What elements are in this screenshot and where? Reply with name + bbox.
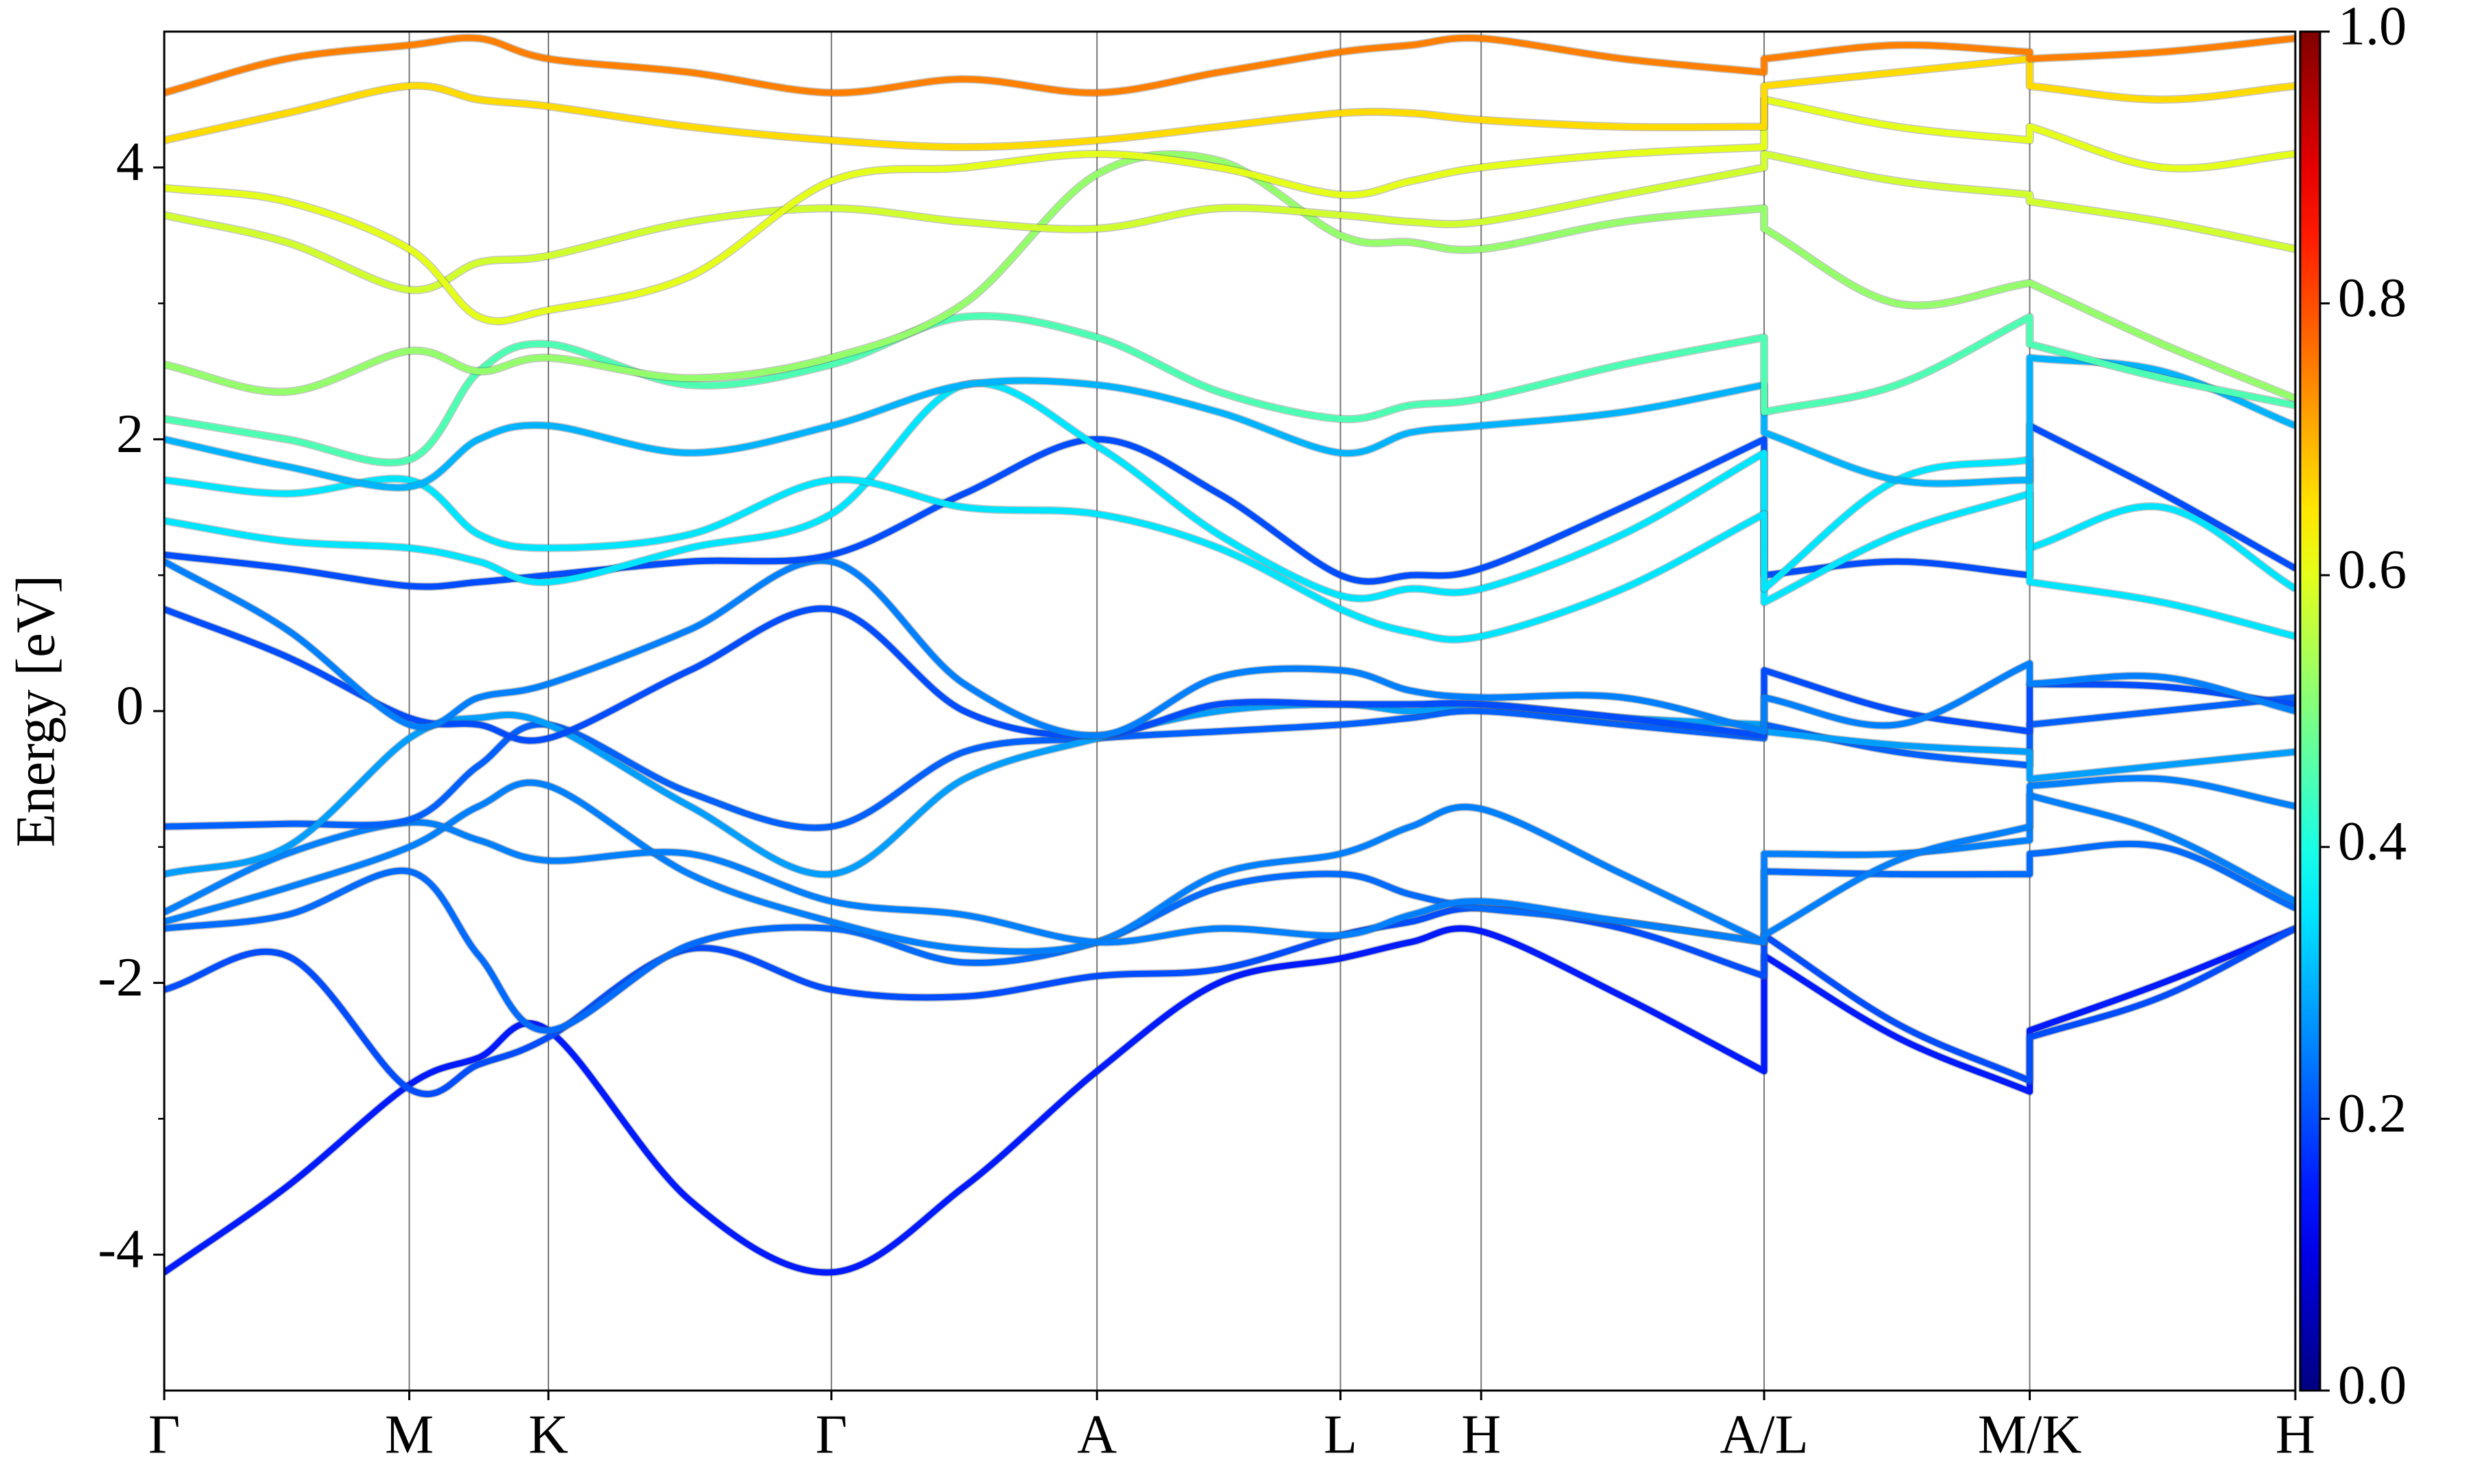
band-outline <box>164 150 2295 295</box>
band <box>164 96 2295 325</box>
colorbar-tick-label: 0.6 <box>2338 540 2407 600</box>
band <box>164 701 2295 878</box>
x-tick-label: M/K <box>1978 1404 2082 1465</box>
x-tick-label: A/L <box>1720 1404 1809 1465</box>
colorbar-tick-label: 1.0 <box>2338 0 2407 56</box>
band <box>164 423 2295 590</box>
band <box>164 150 2295 293</box>
band <box>164 355 2295 491</box>
band <box>164 905 2295 1097</box>
x-tick-label: Γ <box>816 1404 847 1465</box>
x-tick-label: M <box>385 1404 434 1465</box>
band <box>164 605 2295 744</box>
x-tick-label: Γ <box>148 1404 180 1465</box>
band <box>164 925 2295 1276</box>
x-tick-label: A <box>1077 1404 1117 1465</box>
band <box>164 56 2295 150</box>
band-outline <box>164 903 2295 1099</box>
x-tick-label: H <box>2275 1404 2315 1465</box>
colorbar-tick-label: 0.2 <box>2338 1083 2407 1144</box>
band <box>164 775 2295 946</box>
colorbar <box>2299 30 2321 1392</box>
band <box>164 694 2295 831</box>
band <box>164 456 2295 643</box>
band <box>164 151 2295 402</box>
colorbar-tick-label: 0.8 <box>2338 268 2407 328</box>
y-tick-label: 0 <box>116 675 144 736</box>
y-tick-label: -4 <box>98 1219 144 1280</box>
plot-frame <box>163 30 2297 1392</box>
colorbar-tick-label: 0.0 <box>2338 1355 2407 1415</box>
y-tick-label: 4 <box>116 132 144 192</box>
band <box>164 840 2295 1034</box>
y-tick-label: 2 <box>116 404 144 464</box>
bands <box>164 34 2295 1277</box>
colorbar-tick-label: 0.4 <box>2338 811 2407 872</box>
x-tick-label: L <box>1324 1404 1357 1465</box>
x-tick-label: K <box>528 1404 568 1465</box>
x-tick-label: H <box>1461 1404 1501 1465</box>
band <box>164 557 2295 739</box>
band-outline <box>164 353 2295 492</box>
band <box>164 380 2295 606</box>
y-axis-label: Energy [eV] <box>5 575 66 847</box>
axes: Γ M K Γ A L H A/L M/K H -4 -2 0 2 4 0.0 0.2 0.4 0.6 0.8 1.0 <box>98 0 2407 1465</box>
y-tick-label: -2 <box>98 947 144 1008</box>
band <box>164 34 2295 96</box>
